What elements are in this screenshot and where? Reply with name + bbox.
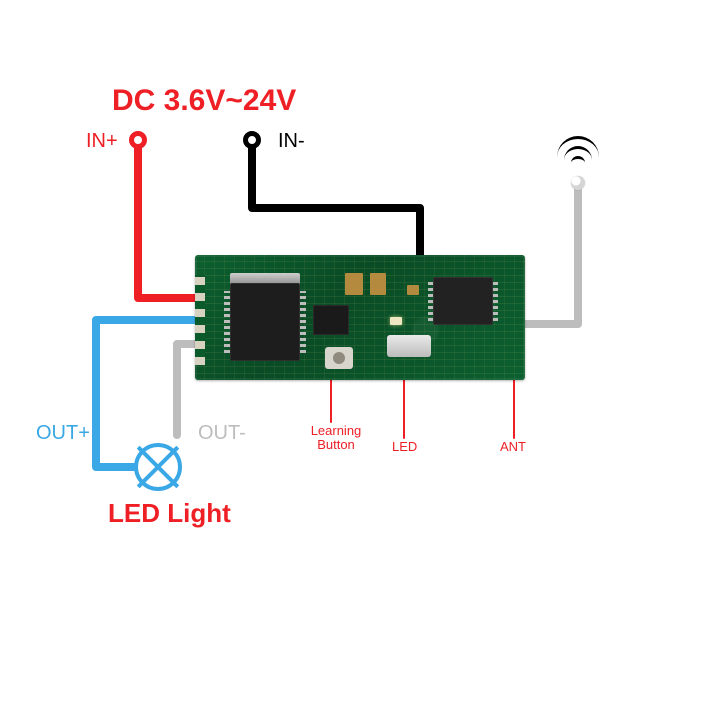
- mcu-ic: [433, 277, 493, 325]
- label-in-plus: IN+: [86, 130, 118, 153]
- solder-pad-strip: [195, 275, 205, 365]
- label-in-minus: IN-: [278, 130, 305, 153]
- small-ic: [313, 305, 349, 335]
- learning-button[interactable]: [325, 347, 353, 369]
- regulator-ic: [230, 283, 300, 361]
- label-out-minus: OUT-: [198, 422, 246, 445]
- terminal-in-minus: [243, 131, 261, 149]
- crystal-oscillator: [387, 335, 431, 357]
- callout-learning-line1: Learning: [311, 423, 362, 438]
- label-led-light: LED Light: [108, 498, 231, 529]
- antenna-tip: [571, 176, 585, 190]
- capacitor: [370, 273, 386, 295]
- in-minus-wire: [252, 148, 420, 258]
- callout-led: LED: [392, 440, 417, 454]
- capacitor: [345, 273, 363, 295]
- capacitor: [407, 285, 419, 295]
- callout-learning-button: Learning Button: [306, 424, 366, 453]
- status-led: [390, 317, 402, 325]
- label-out-plus: OUT+: [36, 422, 90, 445]
- terminal-in-plus: [129, 131, 147, 149]
- wifi-icon: [548, 118, 608, 178]
- callout-ant: ANT: [500, 440, 526, 454]
- callout-learning-line2: Button: [317, 437, 355, 452]
- pcb-module: [195, 255, 525, 380]
- voltage-title: DC 3.6V~24V: [112, 84, 296, 118]
- antenna-wire: [523, 186, 578, 324]
- in-plus-wire: [138, 148, 203, 298]
- lamp-symbol: [134, 443, 182, 491]
